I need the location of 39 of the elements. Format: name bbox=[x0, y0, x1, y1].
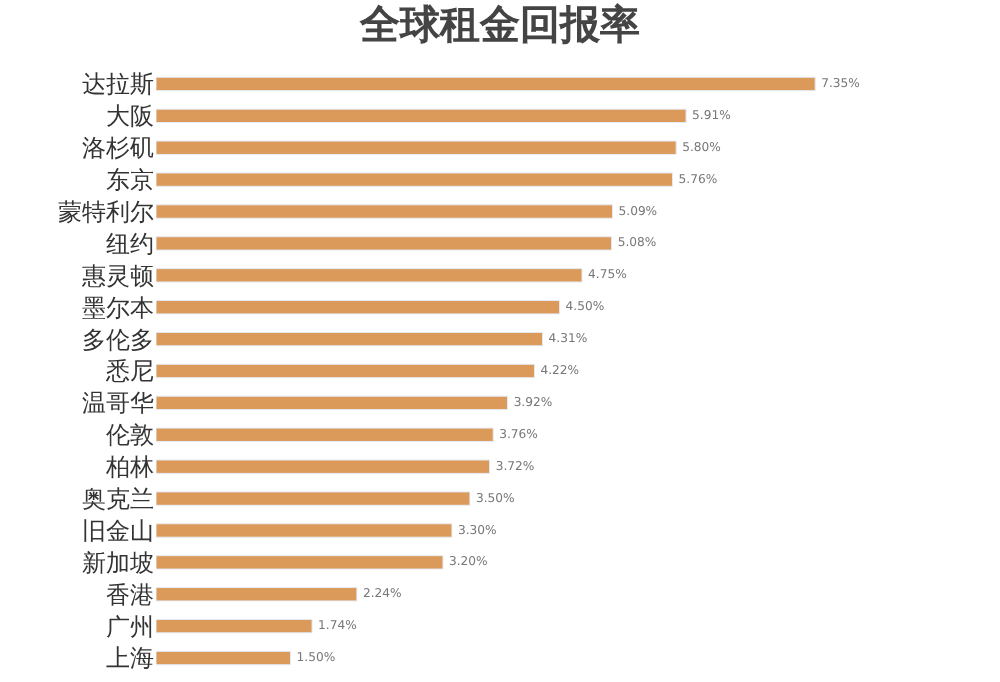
y-tick-label: 多伦多 bbox=[82, 325, 154, 354]
bar bbox=[156, 395, 509, 411]
bar bbox=[156, 204, 613, 219]
y-tick-label: 达拉斯 bbox=[82, 70, 154, 99]
bar bbox=[156, 459, 491, 474]
y-tick-label: 墨尔本 bbox=[82, 293, 154, 322]
y-tick-label: 纽约 bbox=[106, 229, 154, 258]
y-tick-label: 广州 bbox=[106, 612, 154, 641]
y-tick-label: 伦敦 bbox=[106, 421, 154, 450]
y-tick-label: 柏林 bbox=[104, 453, 154, 482]
y-tick-label: 洛杉矶 bbox=[82, 134, 154, 163]
y-tick-label: 新加坡 bbox=[82, 548, 154, 577]
bar bbox=[156, 76, 816, 92]
y-tick-label: 香港 bbox=[106, 580, 154, 609]
chart-title: 全球租金回报率 bbox=[358, 0, 640, 49]
bar bbox=[156, 363, 535, 379]
y-tick-label: 温哥华 bbox=[82, 389, 154, 418]
bar bbox=[156, 140, 677, 155]
y-tick-label: 大阪 bbox=[106, 102, 154, 131]
bar bbox=[156, 108, 687, 124]
y-tick-label: 悉尼 bbox=[104, 357, 154, 386]
bar bbox=[156, 236, 613, 251]
y-tick-label: 惠灵顿 bbox=[80, 261, 154, 290]
bar bbox=[156, 650, 292, 666]
bar bbox=[156, 523, 453, 538]
bar bbox=[156, 555, 444, 570]
y-tick-label: 上海 bbox=[106, 644, 154, 673]
bar bbox=[156, 587, 358, 602]
y-tick-label: 奥克兰 bbox=[82, 484, 154, 513]
y-tick-label: 旧金山 bbox=[82, 516, 154, 545]
bar bbox=[156, 491, 471, 506]
y-tick-label: 东京 bbox=[106, 166, 154, 195]
bar bbox=[156, 331, 544, 347]
y-tick-label: 蒙特利尔 bbox=[58, 197, 154, 226]
bar bbox=[156, 268, 583, 283]
bar bbox=[156, 300, 561, 315]
bar bbox=[156, 618, 313, 634]
bar bbox=[156, 172, 674, 187]
bar bbox=[156, 427, 494, 442]
